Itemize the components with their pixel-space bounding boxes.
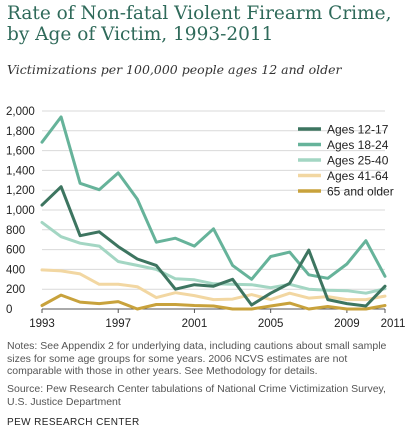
chart-source: Source: Pew Research Center tabulations …: [7, 383, 386, 408]
legend-label: 65 and older: [327, 185, 394, 199]
y-tick-label: 1,200: [6, 185, 35, 197]
y-tick-label: 600: [6, 245, 25, 257]
chart-title: Rate of Non-fatal Violent Firearm Crime,…: [7, 3, 392, 45]
legend-label: Ages 12-17: [327, 123, 389, 137]
x-tick-label: 2009: [334, 318, 360, 330]
y-tick-label: 2,000: [6, 106, 35, 118]
y-tick-label: 200: [6, 284, 25, 296]
y-tick-label: 400: [6, 264, 25, 276]
y-tick-label: 0: [6, 304, 12, 316]
x-tick-label: 2005: [258, 318, 284, 330]
chart-note: Notes: See Appendix 2 for underlying dat…: [7, 340, 387, 377]
y-tick-label: 1,600: [6, 146, 35, 158]
legend-label: Ages 25-40: [327, 154, 389, 168]
series-line-ages-18-24: [40, 115, 387, 281]
brand-label: PEW RESEARCH CENTER: [7, 417, 140, 428]
x-tick-label: 2001: [182, 318, 208, 330]
y-tick-label: 1,400: [6, 165, 35, 177]
y-tick-label: 1,800: [6, 126, 35, 138]
series-line-ages-25-40: [40, 220, 387, 295]
x-tick-label: 2011: [381, 318, 406, 330]
chart-subtitle: Victimizations per 100,000 people ages 1…: [7, 62, 342, 77]
legend-label: Ages 41-64: [327, 169, 389, 183]
y-tick-label: 1,000: [6, 205, 35, 217]
x-tick-label: 1997: [105, 318, 131, 330]
line-chart: 0 200 400 600 800 1,000 1,200 1,400 1,600 1,800 2,…: [6, 106, 406, 330]
series-line-65-and-older: [40, 293, 387, 311]
series-line-ages-12-17: [40, 185, 387, 308]
x-tick-label: 1993: [29, 318, 55, 330]
y-tick-label: 800: [6, 225, 25, 237]
legend-label: Ages 18-24: [327, 138, 389, 152]
